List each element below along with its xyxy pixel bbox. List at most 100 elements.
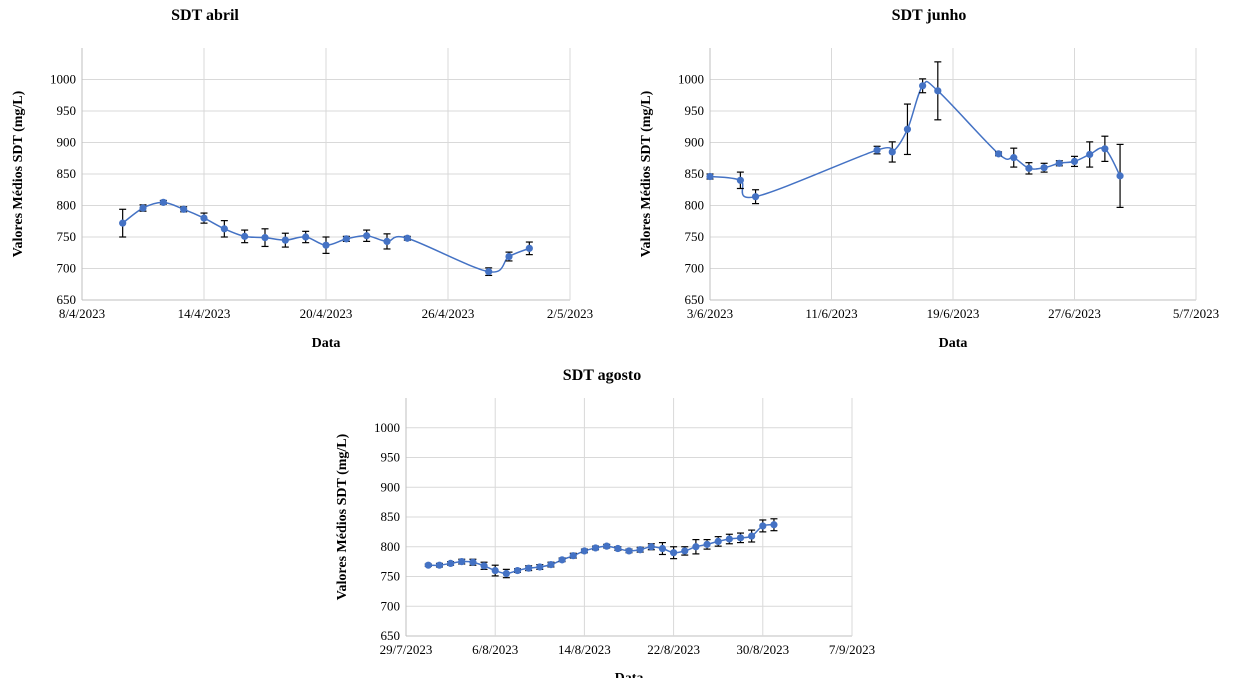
data-point: [261, 234, 269, 242]
data-point: [1010, 154, 1018, 162]
data-point: [736, 534, 745, 542]
x-tick-label: 29/7/2023: [380, 642, 433, 657]
y-axis-title: Valores Médios SDT (mg/L): [11, 90, 26, 257]
x-tick-label: 7/9/2023: [829, 642, 875, 657]
data-point: [580, 547, 588, 555]
data-point: [934, 87, 942, 95]
data-point: [748, 532, 756, 540]
chart-title: SDT agosto: [563, 367, 641, 384]
data-point: [383, 237, 391, 246]
data-point: [736, 176, 744, 184]
data-point: [322, 241, 330, 249]
data-point: [447, 559, 455, 568]
x-axis-title: Data: [939, 336, 968, 351]
data-point: [603, 542, 611, 550]
data-point: [770, 521, 778, 529]
data-point: [180, 205, 188, 213]
data-point: [636, 546, 644, 554]
y-tick-label: 850: [57, 166, 77, 181]
data-point: [558, 556, 566, 564]
y-tick-label: 650: [57, 292, 77, 307]
y-axis-title: Valores Médios SDT (mg/L): [639, 90, 654, 257]
y-tick-label: 700: [685, 261, 705, 276]
data-point: [873, 146, 881, 154]
data-point: [159, 198, 167, 206]
y-tick-label: 700: [57, 261, 77, 276]
x-axis-title: Data: [312, 336, 341, 351]
x-tick-label: 2/5/2023: [547, 306, 593, 321]
series-line: [709, 80, 1121, 199]
data-point: [706, 172, 714, 181]
data-point: [119, 219, 127, 227]
y-tick-label: 650: [381, 628, 401, 643]
y-tick-label: 1000: [374, 420, 400, 435]
y-tick-label: 650: [685, 292, 705, 307]
data-point: [469, 558, 477, 566]
chart-sdt-agosto: SDT agosto 650 700 750 800 850 900 950 1000 29/7/…: [322, 360, 902, 678]
y-tick-label: 1000: [50, 72, 76, 87]
data-point: [714, 537, 722, 545]
data-point: [525, 244, 533, 252]
data-point: [241, 232, 249, 240]
x-tick-label: 20/4/2023: [300, 306, 353, 321]
y-axis-title: Valores Médios SDT (mg/L): [335, 433, 350, 600]
data-point: [647, 543, 655, 551]
data-point: [614, 544, 622, 553]
x-tick-label: 19/6/2023: [927, 306, 980, 321]
y-tick-label: 900: [57, 135, 77, 150]
data-point: [670, 549, 678, 557]
y-tick-label: 750: [685, 229, 705, 244]
data-point: [513, 566, 522, 575]
data-point: [281, 236, 289, 244]
y-tick-label: 850: [381, 509, 401, 524]
data-point: [536, 563, 544, 571]
y-tick-label: 1000: [678, 72, 704, 87]
chart-sdt-abril: SDT abril 650 700 750 800 850 900 950 1000 8/4/20…: [0, 0, 610, 351]
chart-title: SDT junho: [892, 7, 967, 24]
x-tick-label: 26/4/2023: [422, 306, 475, 321]
series-line: [428, 523, 775, 575]
data-point: [1040, 164, 1048, 172]
x-tick-label: 14/4/2023: [178, 306, 231, 321]
data-point: [424, 561, 432, 569]
data-point: [888, 148, 896, 156]
data-point: [200, 214, 208, 222]
chart-sdt-junho: SDT junho 650 700 750 800 850 900 950 1000 3/6/20…: [624, 0, 1234, 351]
chart-svg: SDT agosto 650 700 750 800 850 900 950 1000 29/7/…: [335, 367, 875, 678]
data-point: [725, 535, 733, 543]
data-point: [703, 540, 711, 548]
x-tick-label: 11/6/2023: [805, 306, 857, 321]
y-tick-label: 850: [685, 166, 705, 181]
y-tick-label: 800: [381, 539, 401, 554]
data-point: [919, 82, 927, 90]
y-tick-label: 800: [685, 198, 705, 213]
data-point: [505, 252, 513, 261]
data-point: [491, 566, 499, 575]
data-point: [903, 125, 912, 133]
data-point: [591, 544, 600, 552]
data-point: [1055, 159, 1063, 167]
data-point: [363, 232, 371, 240]
chart-title: SDT abril: [171, 7, 239, 24]
data-point: [625, 547, 633, 555]
data-point: [342, 235, 350, 243]
data-point: [435, 561, 444, 569]
y-tick-label: 950: [57, 103, 77, 118]
data-point: [759, 522, 767, 530]
data-point: [994, 150, 1003, 158]
data-point: [658, 544, 667, 553]
data-point: [502, 569, 510, 578]
x-tick-label: 3/6/2023: [687, 306, 733, 321]
x-tick-label: 6/8/2023: [472, 642, 518, 657]
x-tick-label: 5/7/2023: [1173, 306, 1219, 321]
data-point: [681, 547, 689, 555]
chart-svg: SDT junho 650 700 750 800 850 900 950 1000 3/6/20…: [639, 7, 1219, 351]
x-tick-label: 8/4/2023: [59, 306, 105, 321]
data-point: [547, 561, 555, 569]
y-tick-label: 800: [57, 198, 77, 213]
data-point: [692, 543, 700, 551]
data-point: [1101, 145, 1109, 153]
data-point: [569, 552, 577, 560]
x-tick-label: 22/8/2023: [647, 642, 700, 657]
y-tick-label: 900: [685, 135, 705, 150]
